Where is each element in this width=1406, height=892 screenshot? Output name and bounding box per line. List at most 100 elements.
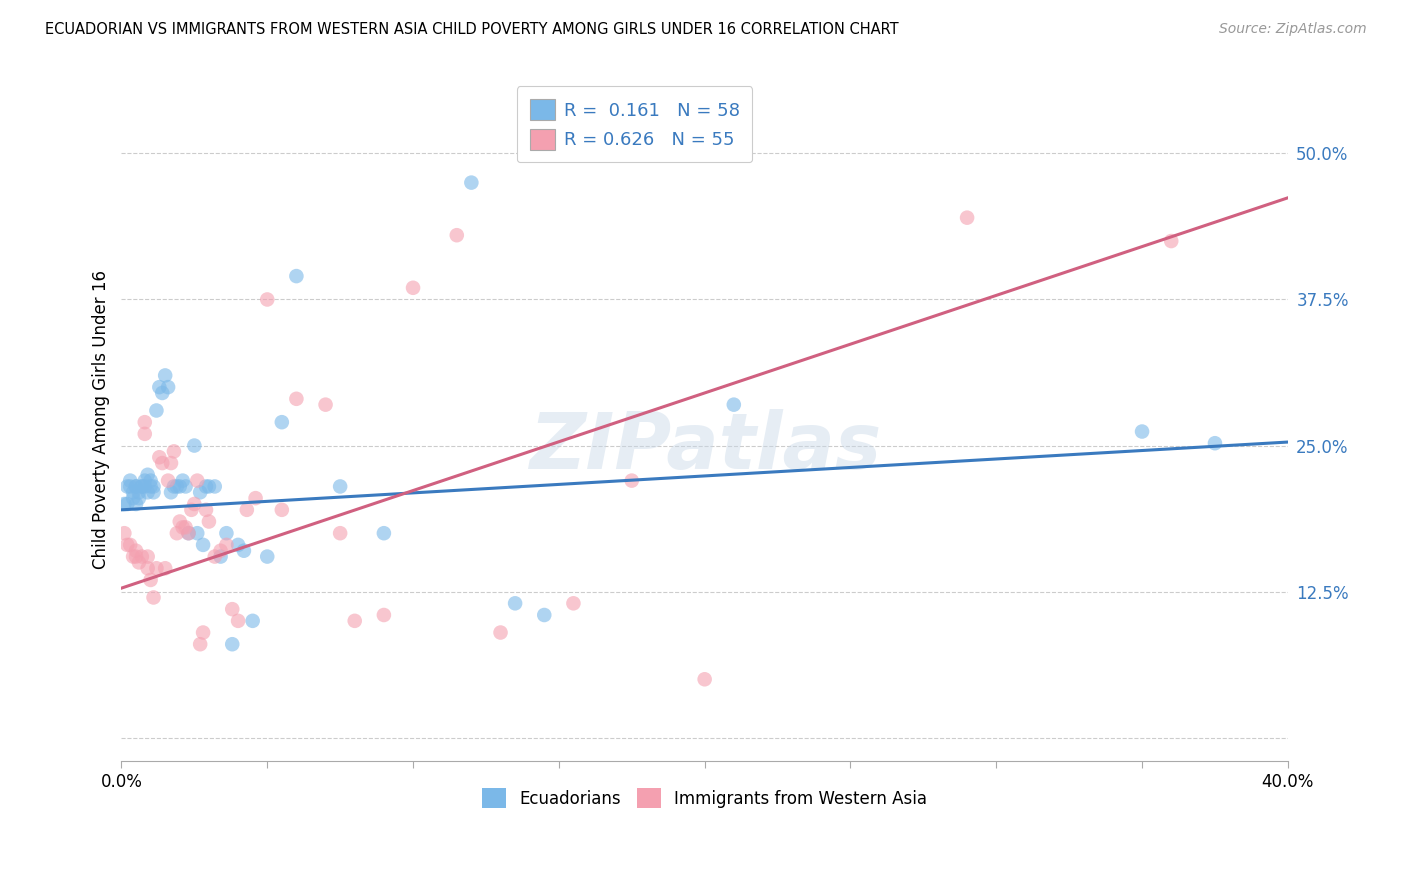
Point — [117, 497, 139, 511]
Point — [134, 479, 156, 493]
Point — [195, 479, 218, 493]
Point — [285, 392, 308, 406]
Point — [329, 479, 352, 493]
Point — [285, 269, 308, 284]
Point — [125, 549, 148, 564]
Point — [256, 549, 278, 564]
Point — [183, 438, 205, 452]
Point — [131, 479, 153, 493]
Point — [117, 538, 139, 552]
Point — [150, 386, 173, 401]
Point — [209, 543, 232, 558]
Point — [186, 526, 208, 541]
Point — [136, 561, 159, 575]
Point — [198, 479, 221, 493]
Point — [446, 228, 468, 243]
Point — [136, 485, 159, 500]
Point — [166, 479, 188, 493]
Point — [157, 474, 180, 488]
Y-axis label: Child Poverty Among Girls Under 16: Child Poverty Among Girls Under 16 — [93, 269, 110, 569]
Point — [117, 479, 139, 493]
Point — [125, 479, 148, 493]
Point — [221, 637, 243, 651]
Point — [562, 596, 585, 610]
Point — [131, 549, 153, 564]
Legend: Ecuadorians, Immigrants from Western Asia: Ecuadorians, Immigrants from Western Asi… — [475, 781, 934, 814]
Point — [236, 503, 259, 517]
Text: Source: ZipAtlas.com: Source: ZipAtlas.com — [1219, 22, 1367, 37]
Point — [191, 538, 214, 552]
Point — [131, 479, 153, 493]
Point — [120, 538, 142, 552]
Text: ZIPatlas: ZIPatlas — [529, 409, 880, 484]
Point — [723, 398, 745, 412]
Point — [157, 380, 180, 394]
Point — [533, 607, 555, 622]
Point — [1160, 234, 1182, 248]
Point — [163, 479, 186, 493]
Point — [166, 526, 188, 541]
Point — [160, 485, 183, 500]
Point — [112, 526, 135, 541]
Point — [163, 444, 186, 458]
Point — [128, 491, 150, 505]
Point — [139, 479, 162, 493]
Point — [209, 549, 232, 564]
Point — [693, 673, 716, 687]
Point — [120, 479, 142, 493]
Point — [172, 520, 194, 534]
Point — [186, 474, 208, 488]
Point — [122, 485, 145, 500]
Point — [142, 591, 165, 605]
Point — [148, 450, 170, 465]
Point — [256, 293, 278, 307]
Point — [195, 503, 218, 517]
Point — [620, 474, 643, 488]
Point — [142, 479, 165, 493]
Point — [315, 398, 337, 412]
Point — [188, 485, 211, 500]
Point — [150, 456, 173, 470]
Point — [122, 491, 145, 505]
Point — [169, 479, 191, 493]
Point — [145, 561, 167, 575]
Point — [153, 561, 176, 575]
Point — [128, 556, 150, 570]
Point — [1130, 425, 1153, 439]
Point — [125, 479, 148, 493]
Point — [460, 176, 482, 190]
Point — [172, 474, 194, 488]
Point — [373, 607, 395, 622]
Point — [177, 526, 200, 541]
Point — [270, 415, 292, 429]
Point — [169, 515, 191, 529]
Point — [160, 456, 183, 470]
Point — [489, 625, 512, 640]
Point — [136, 467, 159, 482]
Point — [343, 614, 366, 628]
Point — [1204, 436, 1226, 450]
Point — [125, 543, 148, 558]
Point — [226, 538, 249, 552]
Point — [112, 497, 135, 511]
Point — [270, 503, 292, 517]
Point — [232, 543, 254, 558]
Point — [145, 403, 167, 417]
Point — [373, 526, 395, 541]
Point — [204, 549, 226, 564]
Point — [183, 497, 205, 511]
Point — [204, 479, 226, 493]
Point — [329, 526, 352, 541]
Point — [122, 549, 145, 564]
Point — [120, 474, 142, 488]
Point — [956, 211, 979, 225]
Point — [215, 538, 238, 552]
Point — [503, 596, 526, 610]
Point — [125, 497, 148, 511]
Point — [128, 485, 150, 500]
Point — [180, 503, 202, 517]
Point — [142, 485, 165, 500]
Point — [188, 637, 211, 651]
Point — [174, 479, 197, 493]
Point — [139, 573, 162, 587]
